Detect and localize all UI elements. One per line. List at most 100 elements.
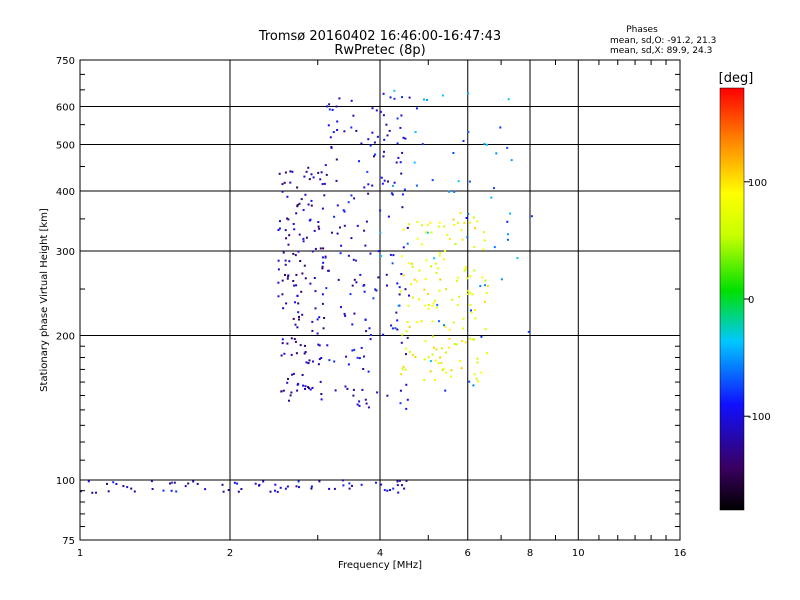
data-point (286, 277, 289, 280)
data-point (346, 387, 349, 390)
data-point (507, 233, 509, 236)
x-axis-ticks: 1 2 4 6 8 10 16 (77, 60, 686, 559)
data-point (445, 371, 448, 374)
data-point (482, 248, 485, 251)
data-point (286, 342, 289, 345)
x-tick-label: 6 (465, 548, 471, 559)
data-point (284, 263, 287, 266)
data-point (323, 317, 326, 319)
data-point (444, 325, 447, 328)
data-point (462, 317, 465, 320)
data-point (289, 170, 292, 173)
data-point (406, 336, 409, 339)
data-point (351, 484, 353, 487)
data-point (425, 259, 428, 262)
data-point (510, 159, 513, 162)
data-point (441, 369, 444, 372)
data-point (317, 343, 320, 346)
data-point (292, 280, 295, 282)
data-point (416, 237, 419, 240)
data-point (298, 486, 300, 489)
data-point (294, 301, 296, 304)
grid-lines (80, 60, 680, 540)
data-point (405, 383, 408, 386)
data-point (395, 161, 398, 164)
y-axis-label: Stationary phase Virtual Height [km] (39, 208, 50, 392)
data-point (302, 384, 305, 387)
data-point (367, 406, 370, 409)
data-point (395, 311, 398, 314)
data-point (460, 229, 463, 232)
data-point (310, 485, 313, 488)
data-point (288, 234, 291, 237)
data-point (87, 480, 90, 483)
data-point (304, 388, 306, 390)
data-point (418, 298, 421, 301)
data-point (291, 373, 294, 376)
data-point (450, 369, 453, 372)
data-point (448, 328, 451, 331)
data-point (389, 96, 392, 99)
data-point (287, 243, 290, 246)
data-point (326, 344, 329, 347)
data-point (397, 491, 400, 494)
data-point (348, 482, 351, 485)
data-point (305, 170, 308, 173)
data-point (307, 362, 310, 365)
data-point (423, 379, 426, 382)
data-point (285, 237, 288, 240)
data-point (325, 287, 328, 290)
data-point (364, 398, 367, 401)
data-point (457, 221, 460, 224)
data-point (304, 385, 307, 388)
data-point (348, 487, 351, 490)
data-point (280, 390, 283, 393)
data-point (221, 483, 224, 486)
data-point (453, 190, 456, 193)
data-point (375, 109, 378, 112)
data-point (297, 250, 300, 253)
data-point (452, 218, 455, 221)
data-point (450, 375, 453, 378)
data-point (282, 251, 285, 254)
data-point (438, 289, 441, 292)
data-point (320, 398, 323, 401)
data-point (358, 357, 361, 360)
data-point (484, 284, 486, 287)
data-point (322, 247, 325, 250)
data-point (254, 482, 257, 485)
data-point (396, 484, 399, 487)
data-point (386, 394, 389, 397)
data-point (364, 318, 367, 321)
data-point (380, 176, 383, 179)
data-point (444, 389, 447, 392)
data-point (424, 278, 427, 280)
data-point (403, 487, 406, 490)
data-point (430, 265, 432, 268)
data-point (130, 487, 133, 490)
data-point (291, 170, 294, 173)
data-point (469, 303, 472, 306)
data-point (331, 231, 333, 234)
data-point (320, 171, 323, 174)
data-point (340, 244, 343, 247)
data-point (410, 262, 413, 265)
data-point (304, 344, 306, 347)
data-point (463, 221, 466, 224)
data-point (277, 281, 280, 284)
data-point (296, 383, 299, 386)
data-point (296, 389, 299, 392)
data-point (506, 238, 509, 241)
data-point (369, 338, 372, 341)
data-point (293, 338, 296, 340)
data-point (401, 151, 404, 154)
data-points (79, 89, 533, 494)
data-point (360, 142, 363, 145)
data-point (305, 236, 308, 239)
data-point (469, 275, 472, 278)
data-point (438, 254, 441, 257)
data-point (414, 131, 417, 134)
data-point (274, 489, 276, 492)
data-point (358, 404, 361, 407)
data-point (328, 487, 331, 490)
